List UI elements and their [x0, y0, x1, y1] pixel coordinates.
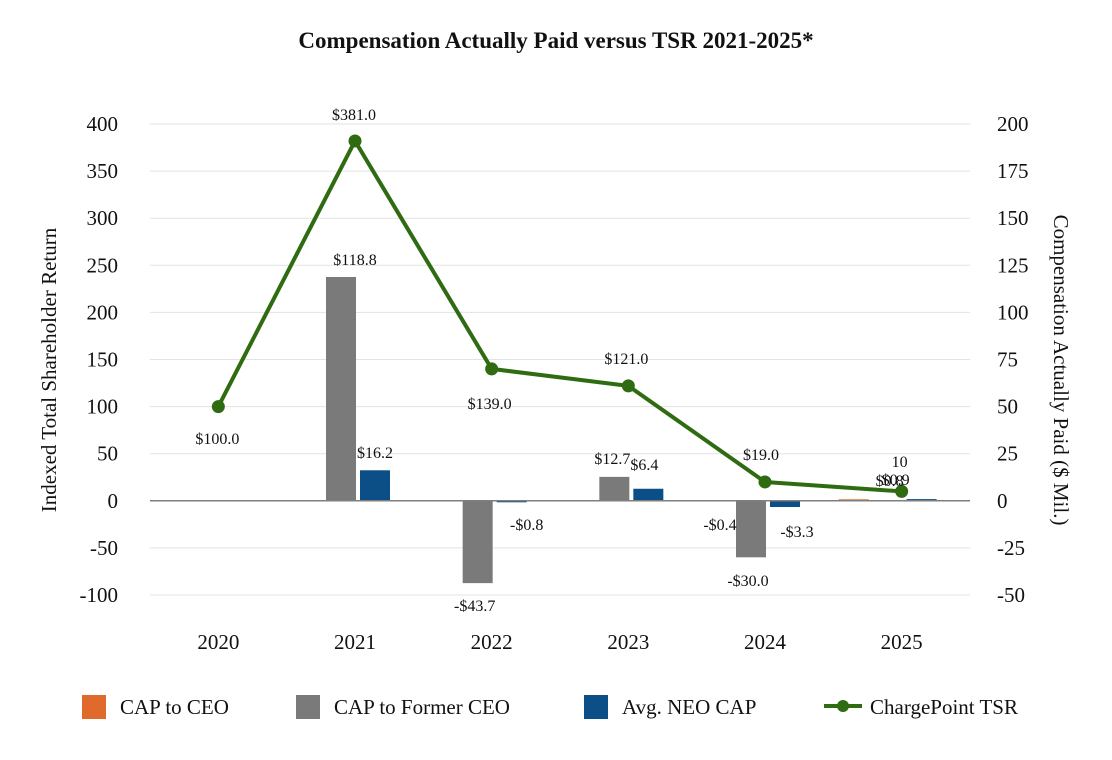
tsr-data-label: $139.0: [468, 396, 512, 413]
chart-title: Compensation Actually Paid versus TSR 20…: [298, 28, 813, 53]
tsr-line: [216, 138, 902, 494]
legend: CAP to CEO CAP to Former CEO Avg. NEO CAP C…: [82, 695, 1018, 719]
bar-data-label: $12.7: [594, 451, 630, 468]
right-axis-ticks: 200 175 150 125 100 75 50 25 0 -25 -50: [997, 112, 1029, 607]
left-tick-label: -100: [80, 583, 119, 607]
right-tick-label: 100: [997, 300, 1029, 324]
bar-data-label: $16.2: [357, 445, 393, 462]
bar-avg-neo-cap-2022: [496, 500, 527, 503]
bar-data-label: $6.4: [630, 457, 658, 474]
left-tick-label: -50: [90, 536, 118, 560]
legend-swatch-cap-to-former-ceo: [296, 695, 320, 719]
bar-cap-to-former-ceo-2023: [599, 476, 630, 501]
tsr-data-label: $19.0: [743, 447, 779, 464]
legend-label-cap-to-ceo: CAP to CEO: [120, 695, 229, 719]
right-tick-label: 200: [997, 112, 1029, 136]
category-label: 2020: [197, 630, 239, 654]
data-labels: $100.0 $381.0 $139.0 $121.0 $19.0 10 $0.8 $118.…: [195, 107, 909, 615]
bar-data-label: -$43.7: [454, 598, 495, 615]
left-tick-label: 50: [97, 442, 118, 466]
tsr-point: [348, 134, 362, 148]
left-tick-label: 100: [87, 395, 119, 419]
tsr-point: [621, 379, 635, 393]
legend-label-cap-to-former-ceo: CAP to Former CEO: [334, 695, 510, 719]
category-label: 2024: [744, 630, 787, 654]
bar-cap-to-ceo-2025: [838, 499, 869, 501]
tsr-point: [485, 362, 499, 376]
bar-data-label: -$0.8: [510, 517, 543, 534]
left-axis-label: Indexed Total Shareholder Return: [37, 227, 61, 512]
legend-swatch-marker: [837, 700, 849, 712]
tsr-data-label: 10: [892, 454, 908, 471]
right-tick-label: 150: [997, 206, 1029, 230]
category-label: 2022: [471, 630, 513, 654]
right-tick-label: -25: [997, 536, 1025, 560]
left-tick-label: 200: [87, 300, 119, 324]
category-label: 2025: [881, 630, 923, 654]
bar-data-label: -$3.3: [780, 524, 813, 541]
left-tick-label: 150: [87, 348, 119, 372]
category-axis-ticks: 2020 2021 2022 2023 2024 2025: [197, 630, 922, 654]
bars: [326, 276, 937, 584]
bar-data-label: $0.9: [882, 472, 910, 489]
right-tick-label: 125: [997, 253, 1029, 277]
bar-avg-neo-cap-2021: [360, 470, 390, 501]
tsr-data-label: $121.0: [604, 351, 648, 368]
right-tick-label: -50: [997, 583, 1025, 607]
tsr-point: [758, 475, 772, 489]
bar-data-label: -$30.0: [727, 573, 768, 590]
bar-avg-neo-cap-2024: [770, 500, 800, 508]
bar-data-label: $0.8: [876, 473, 904, 490]
left-tick-label: 350: [87, 159, 119, 183]
bar-cap-to-former-ceo-2024: [736, 500, 766, 558]
bar-cap-to-former-ceo-2021: [326, 276, 356, 501]
tsr-data-label: $381.0: [332, 107, 376, 124]
right-tick-label: 75: [997, 348, 1018, 372]
bar-avg-neo-cap-2023: [633, 488, 664, 501]
right-tick-label: 0: [997, 489, 1008, 513]
right-tick-label: 50: [997, 395, 1018, 419]
legend-swatch-avg-neo-cap: [584, 695, 608, 719]
tsr-line-group: [211, 134, 909, 498]
legend-label-chargepoint-tsr: ChargePoint TSR: [870, 695, 1018, 719]
category-label: 2021: [334, 630, 376, 654]
left-axis-ticks: 400 350 300 250 200 150 100 50 0 -50 -100: [80, 112, 119, 607]
bar-cap-to-former-ceo-2022: [462, 500, 493, 584]
left-tick-label: 400: [87, 112, 119, 136]
right-tick-label: 175: [997, 159, 1029, 183]
left-tick-label: 250: [87, 253, 119, 277]
bar-avg-neo-cap-2025: [906, 499, 937, 501]
legend-label-avg-neo-cap: Avg. NEO CAP: [622, 695, 756, 719]
legend-swatch-cap-to-ceo: [82, 695, 106, 719]
tsr-point: [211, 400, 225, 414]
gridlines: [150, 123, 970, 596]
left-tick-label: 0: [108, 489, 119, 513]
right-tick-label: 25: [997, 442, 1018, 466]
tsr-point: [895, 484, 909, 498]
right-axis-label: Compensation Actually Paid ($ Mil.): [1049, 215, 1073, 526]
bar-data-label: $118.8: [333, 252, 376, 269]
category-label: 2023: [607, 630, 649, 654]
left-tick-label: 300: [87, 206, 119, 230]
tsr-data-label: $100.0: [195, 431, 239, 448]
bar-data-label-extra: -$0.4: [703, 517, 736, 534]
